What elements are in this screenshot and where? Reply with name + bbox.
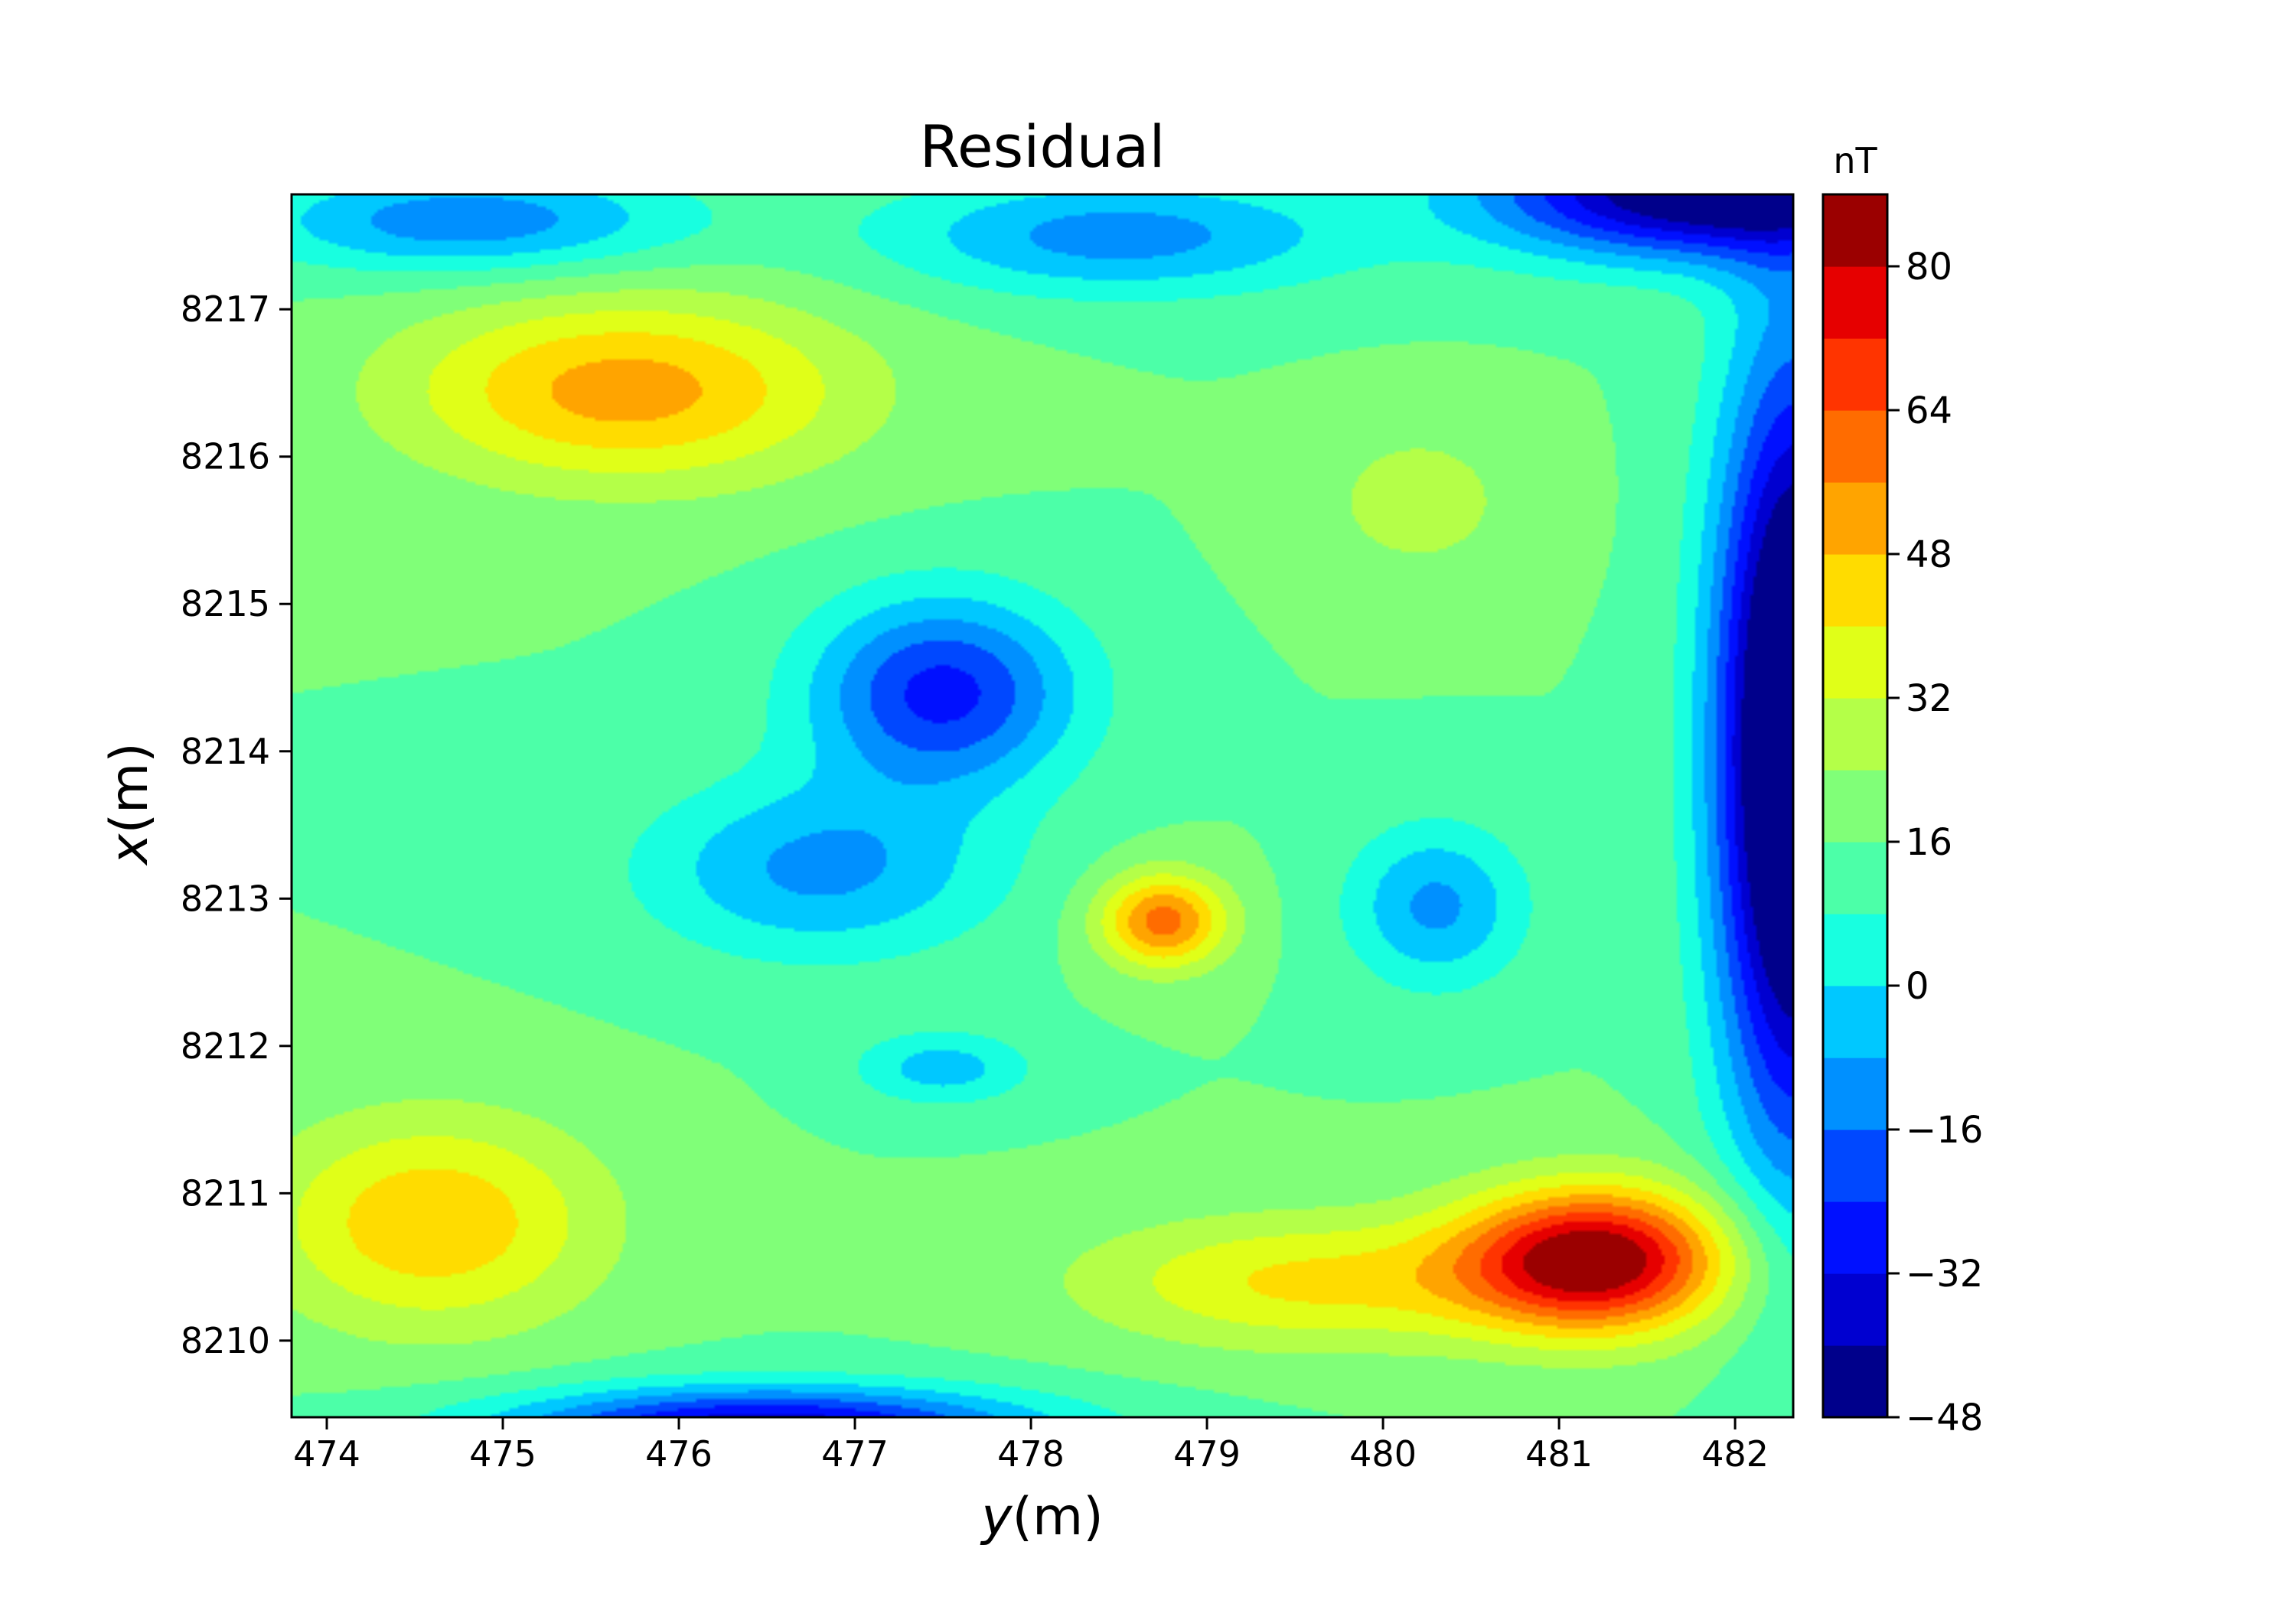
- y-tick-label: 8213: [181, 878, 270, 919]
- colorbar-tick-label: −16: [1906, 1109, 1983, 1152]
- y-tick-label: 8211: [181, 1172, 270, 1214]
- colorbar-band: [1823, 410, 1887, 483]
- colorbar-band: [1823, 914, 1887, 986]
- y-tick-label: 8214: [181, 731, 270, 772]
- colorbar-band: [1823, 1345, 1887, 1418]
- colorbar-label: nT: [1833, 140, 1877, 181]
- chart-title: Residual: [920, 112, 1166, 181]
- y-tick-label: 8210: [181, 1320, 270, 1361]
- x-tick-label: 480: [1349, 1433, 1417, 1475]
- x-axis-label: y(m): [980, 1487, 1104, 1547]
- y-axis: 8210 8211 8212 8213 8214 8215 8216 8217: [181, 288, 292, 1361]
- colorbar-band: [1823, 194, 1887, 267]
- y-axis-label-unit: (m): [99, 742, 160, 833]
- colorbar-band: [1823, 626, 1887, 699]
- colorbar-band: [1823, 1058, 1887, 1130]
- colorbar-tick-label: 0: [1906, 965, 1929, 1008]
- colorbar-tick-label: −48: [1906, 1397, 1983, 1439]
- y-tick-label: 8216: [181, 436, 270, 478]
- colorbar-band: [1823, 842, 1887, 914]
- colorbar-band: [1823, 1273, 1887, 1346]
- contour-fill: [292, 194, 1793, 1417]
- plot-area: [290, 193, 1795, 1419]
- colorbar-band: [1823, 482, 1887, 555]
- y-axis-label-var: x: [99, 833, 160, 866]
- colorbar-band: [1823, 1201, 1887, 1274]
- colorbar-band: [1823, 698, 1887, 771]
- colorbar-tick-label: 16: [1906, 821, 1952, 864]
- colorbar-band: [1823, 1129, 1887, 1202]
- y-axis-label: x(m): [99, 742, 160, 866]
- colorbar-frame: [1821, 193, 1889, 1419]
- colorbar: −48 −32 −16 0 16 32 48 64 80: [1821, 193, 1983, 1439]
- x-axis-label-var: y: [980, 1487, 1013, 1547]
- colorbar-band: [1823, 770, 1887, 843]
- x-tick-label: 482: [1701, 1433, 1769, 1475]
- x-tick-label: 479: [1173, 1433, 1241, 1475]
- x-tick-label: 481: [1525, 1433, 1593, 1475]
- colorbar-tick-label: 64: [1906, 390, 1952, 432]
- colorbar-band: [1823, 554, 1887, 627]
- x-tick-label: 475: [469, 1433, 536, 1475]
- x-tick-label: 478: [997, 1433, 1065, 1475]
- plot-frame: [290, 193, 1795, 1419]
- y-tick-label: 8217: [181, 288, 270, 330]
- colorbar-band: [1823, 986, 1887, 1058]
- colorbar-band: [1823, 338, 1887, 411]
- colorbar-band: [1823, 266, 1887, 339]
- x-tick-label: 476: [645, 1433, 713, 1475]
- x-axis: 474 475 476 477 478 479 480 481 482: [293, 1417, 1769, 1475]
- x-axis-label-unit: (m): [1012, 1487, 1103, 1547]
- y-tick-label: 8215: [181, 583, 270, 624]
- x-tick-label: 477: [821, 1433, 889, 1475]
- colorbar-tick-label: 32: [1906, 677, 1952, 720]
- colorbar-tick-label: 80: [1906, 246, 1952, 288]
- colorbar-tick-label: 48: [1906, 533, 1952, 576]
- x-tick-label: 474: [293, 1433, 360, 1475]
- y-tick-label: 8212: [181, 1025, 270, 1067]
- colorbar-tick-label: −32: [1906, 1253, 1983, 1296]
